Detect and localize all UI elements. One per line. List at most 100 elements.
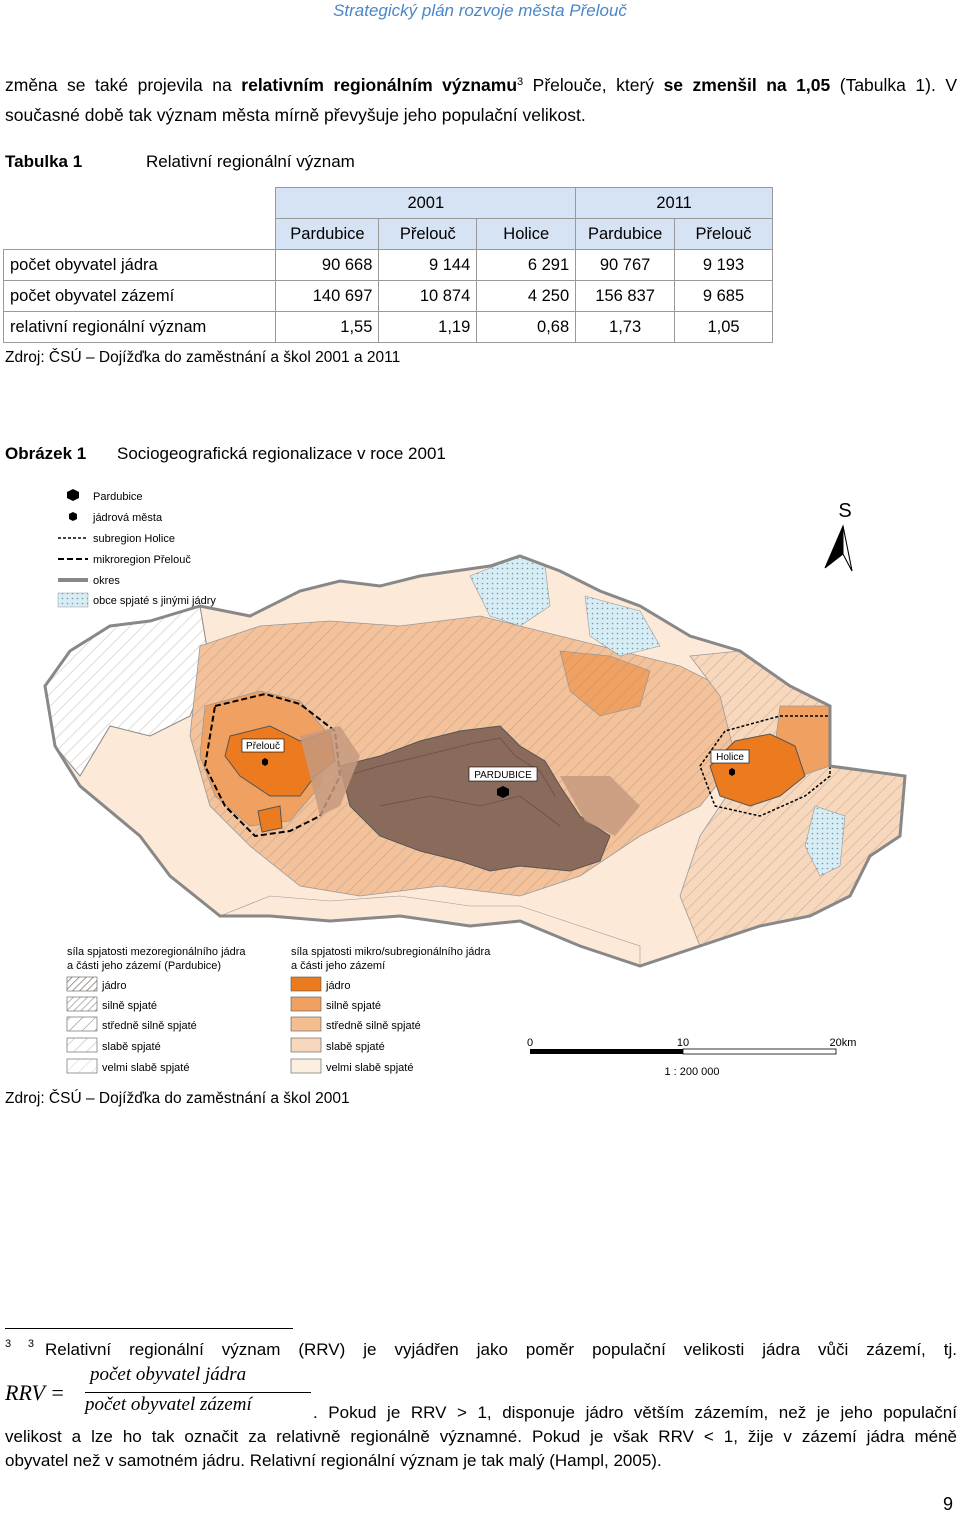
- row-label: relativní regionální význam: [2, 311, 277, 343]
- col-header: Přelouč: [378, 218, 478, 250]
- meso-swatch-core: [66, 976, 98, 992]
- table-cell: 90 668: [275, 249, 380, 281]
- figure-caption: Obrázek 1 Sociogeografická regionalizace…: [5, 444, 446, 464]
- legend-micro-title: síla spjatosti mikro/subregionálního jád…: [291, 946, 491, 958]
- intro-bold-2: se zmenšil na 1,05: [663, 75, 831, 95]
- footnote-text: . Pokud je RRV > 1, disponuje jádro větš…: [313, 1403, 957, 1422]
- footnote-separator: [5, 1328, 293, 1329]
- scale-bar: 0 10 20km 1 : 200 000: [527, 1037, 857, 1078]
- table-cell: 1,55: [275, 311, 380, 343]
- intro-bold-1: relativním regionálním významu: [241, 75, 518, 95]
- table-cell: 140 697: [275, 280, 380, 312]
- footnote-text: velikost a lze ho tak označit za relativ…: [5, 1427, 957, 1446]
- holice-marker-icon: [729, 768, 735, 776]
- legend-meso-title: síla spjatosti mezoregionálního jádra: [67, 946, 246, 958]
- table-label: Tabulka 1: [5, 152, 83, 171]
- scale-tick: 10: [677, 1037, 689, 1049]
- legend-item: mikroregion Přelouč: [93, 554, 191, 566]
- legend-level: slabě spjaté: [102, 1041, 161, 1053]
- table-cell: 9 685: [674, 280, 773, 312]
- legend-level: velmi slabě spjaté: [326, 1062, 413, 1074]
- table-caption: Tabulka 1 Relativní regionální význam: [5, 152, 355, 172]
- table-cell: 156 837: [575, 280, 676, 312]
- map-regions: [43, 554, 907, 968]
- legend-level: jádro: [101, 980, 126, 992]
- table-cell: 1,19: [378, 311, 478, 343]
- map-legend-bottom: síla spjatosti mezoregionálního jádra a …: [66, 946, 491, 1074]
- footnote-text: Relativní regionální význam (RRV) je vyj…: [45, 1340, 957, 1359]
- col-header: Pardubice: [575, 218, 676, 250]
- place-label-holice: Holice: [716, 752, 744, 763]
- col-header: Pardubice: [275, 218, 380, 250]
- legend-level: středně silně spjaté: [102, 1020, 197, 1032]
- table-cell: 9 193: [674, 249, 773, 281]
- figure-label: Obrázek 1: [5, 444, 87, 463]
- fraction-bar: [85, 1392, 311, 1393]
- footnote-text: obyvatel než v samotném jádru. Relativní…: [5, 1451, 662, 1470]
- legend-item: Pardubice: [93, 491, 143, 503]
- year-2011-header: 2011: [575, 187, 773, 219]
- table-corner: [3, 187, 277, 250]
- micro-swatch-core: [290, 976, 322, 992]
- place-labels: Přelouč PARDUBICE Holice: [241, 738, 750, 798]
- legend-level: silně spjaté: [326, 1000, 381, 1012]
- running-header: Strategický plán rozvoje města Přelouč: [333, 1, 627, 20]
- table-cell: 4 250: [476, 280, 577, 312]
- table-cell: 9 144: [378, 249, 478, 281]
- intro-paragraph: změna se také projevila na relativním re…: [5, 70, 957, 130]
- pardubice-marker-icon: [67, 489, 79, 501]
- legend-micro-title: a části jeho zázemí: [291, 960, 385, 972]
- footnote-mark: 3: [27, 1338, 34, 1350]
- table-cell: 6 291: [476, 249, 577, 281]
- legend-item: okres: [93, 575, 120, 587]
- table-cell: 10 874: [378, 280, 478, 312]
- formula-numerator: počet obyvatel jádra: [90, 1364, 247, 1385]
- col-header: Holice: [476, 218, 577, 250]
- legend-meso-title: a části jeho zázemí (Pardubice): [67, 960, 221, 972]
- legend-item: subregion Holice: [93, 533, 175, 545]
- footnote-reference[interactable]: 3: [517, 76, 524, 88]
- legend-level: velmi slabě spjaté: [102, 1062, 189, 1074]
- scale-tick: 20km: [830, 1037, 857, 1049]
- intro-text-2: Přelouče, který: [523, 75, 664, 95]
- table-cell: 1,73: [575, 311, 676, 343]
- page-number: 9: [942, 1494, 953, 1514]
- figure-source: Zdroj: ČSÚ – Dojížďka do zaměstnání a šk…: [5, 1090, 350, 1107]
- intro-text-1: změna se také projevila na: [5, 75, 242, 95]
- scale-ratio: 1 : 200 000: [664, 1066, 719, 1078]
- scale-tick: 0: [527, 1037, 533, 1049]
- row-label: počet obyvatel zázemí: [2, 280, 277, 312]
- table-source: Zdroj: ČSÚ – Dojížďka do zaměstnání a šk…: [5, 349, 401, 366]
- table-cell: 1,05: [674, 311, 773, 343]
- legend-level: silně spjaté: [102, 1000, 157, 1012]
- year-2001-header: 2001: [275, 187, 577, 219]
- place-label-pardubice: PARDUBICE: [474, 770, 532, 781]
- table-cell: 0,68: [476, 311, 577, 343]
- formula-lhs: RRV =: [5, 1380, 65, 1405]
- map-legend-top: Pardubice jádrová města subregion Holice…: [57, 489, 216, 608]
- legend-item: obce spjaté s jinými jádry: [93, 595, 216, 607]
- col-header: Přelouč: [674, 218, 773, 250]
- prelouc-marker-icon: [262, 758, 268, 766]
- north-arrow-icon: S: [824, 500, 853, 572]
- legend-level: středně silně spjaté: [326, 1020, 421, 1032]
- intro-text-3: (Tabulka 1). V současné době tak význam …: [5, 75, 958, 125]
- rrv-table: 2001 2011 Pardubice Přelouč Holice Pardu…: [2, 187, 773, 343]
- legend-level: jádro: [325, 980, 350, 992]
- table-row: počet obyvatel zázemí 140 697 10 874 4 2…: [2, 280, 773, 312]
- place-label-prelouc: Přelouč: [246, 741, 280, 752]
- row-label: počet obyvatel jádra: [2, 249, 277, 281]
- table-row: počet obyvatel jádra 90 668 9 144 6 291 …: [2, 249, 773, 281]
- dotted-area-icon: [57, 592, 89, 608]
- footnote-mark: 3: [5, 1338, 12, 1350]
- table-title: Relativní regionální význam: [146, 152, 355, 171]
- legend-level: slabě spjaté: [326, 1041, 385, 1053]
- table-cell: 90 767: [575, 249, 676, 281]
- formula-denominator: počet obyvatel zázemí: [85, 1394, 252, 1415]
- pardubice-city-marker-icon: [497, 786, 509, 798]
- core-town-marker-icon: [69, 512, 77, 521]
- north-label: S: [838, 500, 851, 522]
- rrv-formula: RRV = počet obyvatel jádra počet obyvate…: [5, 1364, 325, 1418]
- regionalization-map: Pardubice jádrová města subregion Holice…: [43, 489, 907, 1078]
- figure-title: Sociogeografická regionalizace v roce 20…: [117, 444, 446, 463]
